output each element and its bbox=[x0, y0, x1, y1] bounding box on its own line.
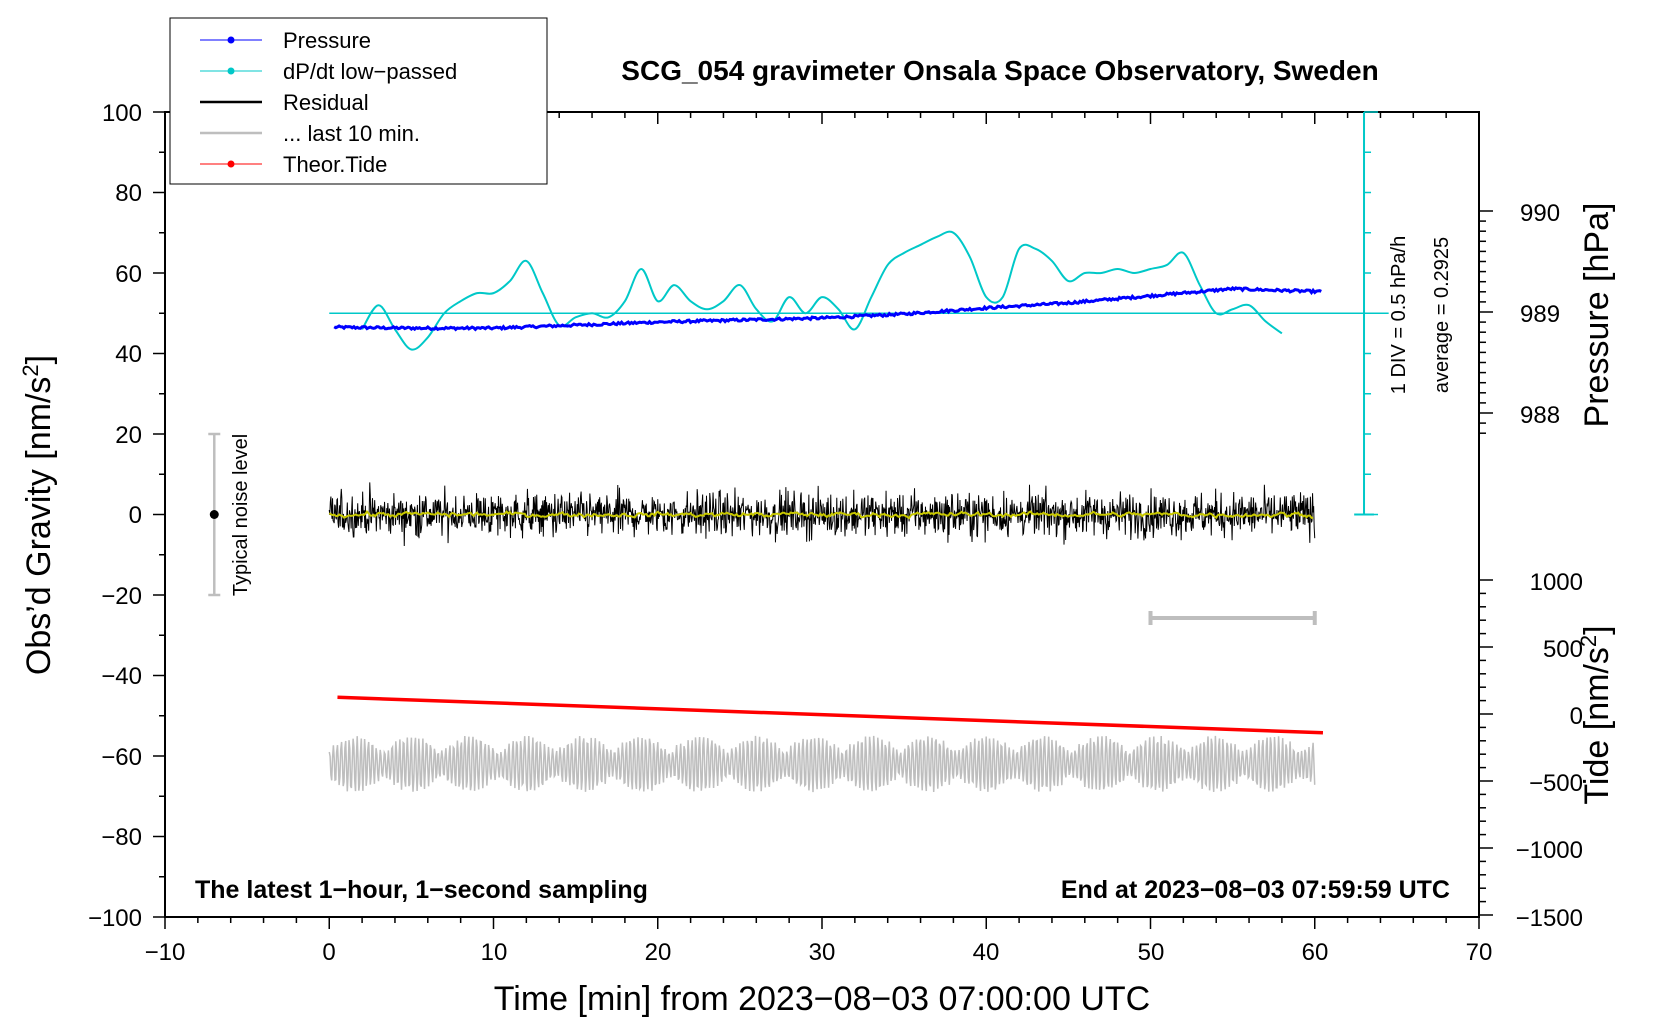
pressure-tick-label: 988 bbox=[1520, 402, 1560, 429]
x-tick-label: 0 bbox=[322, 939, 335, 966]
x-tick-label: 40 bbox=[973, 939, 1000, 966]
y-tick-label: −80 bbox=[101, 824, 142, 851]
tide-tick-label: −1000 bbox=[1516, 837, 1583, 864]
legend-marker bbox=[227, 67, 235, 75]
y-axis-title-left: Obs’d Gravity [nm/s2] bbox=[18, 355, 58, 675]
y-tick-label: 20 bbox=[115, 422, 142, 449]
tide-series bbox=[337, 695, 1324, 735]
x-tick-labels: −10 0 10 20 30 40 50 60 70 bbox=[145, 939, 1493, 966]
x-axis-title: Time [min] from 2023−08−03 07:00:00 UTC bbox=[494, 980, 1150, 1018]
x-tick-label: 60 bbox=[1302, 939, 1329, 966]
y-tick-label: 40 bbox=[115, 341, 142, 368]
pressure-series bbox=[333, 285, 1322, 332]
x-tick-label: 30 bbox=[809, 939, 836, 966]
residual-smoothed-series bbox=[328, 510, 1314, 520]
tide-tick-label: 0 bbox=[1570, 703, 1583, 730]
y-tick-label: −60 bbox=[101, 744, 142, 771]
tide-tick-labels: −1500 −1000 −500 0 500 1000 bbox=[1516, 569, 1583, 932]
legend-label-dpdt: dP/dt low−passed bbox=[283, 59, 457, 84]
dpdt-average-label: average = 0.2925 bbox=[1431, 237, 1453, 393]
pressure-tick-label: 990 bbox=[1520, 200, 1560, 227]
legend-symbols bbox=[200, 36, 262, 168]
legend-label-tide: Theor.Tide bbox=[283, 152, 387, 177]
last10-series bbox=[328, 735, 1316, 793]
tide-tick-label: 1000 bbox=[1530, 569, 1583, 596]
dpdt-series bbox=[361, 230, 1283, 351]
y-tick-label: −40 bbox=[101, 663, 142, 690]
legend-label-residual: Residual bbox=[283, 90, 369, 115]
dpdt-scale-label: 1 DIV = 0.5 hPa/h bbox=[1388, 236, 1410, 394]
tide-tick-label: 500 bbox=[1543, 636, 1583, 663]
tide-tick-label: −500 bbox=[1529, 770, 1583, 797]
residual-series bbox=[328, 482, 1316, 547]
series-layer bbox=[208, 111, 1389, 793]
y-tick-label: 80 bbox=[115, 180, 142, 207]
legend-marker bbox=[227, 36, 235, 44]
x-tick-label: 10 bbox=[481, 939, 508, 966]
tide-tick-label: −1500 bbox=[1516, 905, 1583, 932]
legend-label-pressure: Pressure bbox=[283, 28, 371, 53]
footer-left: The latest 1−hour, 1−second sampling bbox=[195, 876, 648, 904]
y-tick-label: 100 bbox=[102, 100, 142, 127]
pressure-tick-label: 989 bbox=[1520, 301, 1560, 328]
x-tick-label: 70 bbox=[1466, 939, 1493, 966]
noise-level-dot bbox=[209, 510, 219, 519]
footer-right: End at 2023−08−03 07:59:59 UTC bbox=[1061, 876, 1450, 904]
y-tick-label: 0 bbox=[129, 502, 142, 529]
legend-marker bbox=[227, 160, 235, 168]
chart-title: SCG_054 gravimeter Onsala Space Observat… bbox=[621, 55, 1378, 86]
noise-level-label: Typical noise level bbox=[230, 434, 252, 596]
y-tick-label: −20 bbox=[101, 583, 142, 610]
y-tick-labels: −100 −80 −60 −40 −20 0 20 40 60 80 100 bbox=[88, 100, 142, 932]
legend-label-last10: ... last 10 min. bbox=[283, 121, 420, 146]
y-tick-label: −100 bbox=[88, 905, 142, 932]
tide-axis-title: Tide [nm/s2] bbox=[1576, 625, 1616, 804]
y-tick-label: 60 bbox=[115, 261, 142, 288]
x-tick-label: −10 bbox=[145, 939, 186, 966]
x-tick-label: 20 bbox=[645, 939, 672, 966]
x-tick-label: 50 bbox=[1138, 939, 1165, 966]
legend: Pressure dP/dt low−passed Residual ... l… bbox=[169, 17, 548, 185]
pressure-axis-title: Pressure [hPa] bbox=[1578, 203, 1616, 428]
pressure-tick-labels: 988 989 990 bbox=[1520, 200, 1560, 429]
